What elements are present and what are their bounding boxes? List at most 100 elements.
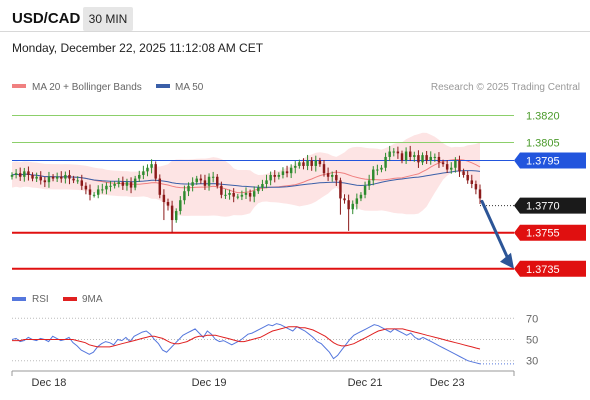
candle-body — [355, 198, 359, 204]
candle-body — [211, 176, 215, 178]
rsi-ma-swatch — [63, 297, 77, 301]
candle-body — [199, 178, 203, 181]
candle-body — [277, 174, 281, 177]
candle-body — [330, 174, 334, 177]
rsi-swatch — [12, 297, 26, 301]
candle-body — [39, 176, 42, 181]
candle-body — [133, 178, 137, 188]
candle-body — [285, 171, 289, 174]
rsi-legend-label: RSI — [32, 294, 49, 305]
rsi-tick-label: 30 — [526, 356, 538, 368]
candle-body — [228, 193, 231, 195]
candle-body — [146, 167, 149, 172]
ma50-swatch — [156, 84, 170, 88]
candle-body — [322, 164, 326, 174]
forecast-arrow-shaft — [480, 199, 510, 261]
candle-body — [388, 151, 391, 157]
candle-body — [404, 151, 408, 161]
candle-body — [306, 160, 309, 166]
candle-body — [68, 174, 71, 179]
candle-body — [191, 182, 194, 186]
candle-body — [195, 178, 198, 183]
candle-body — [343, 198, 346, 201]
candle-body — [408, 151, 412, 157]
candle-body — [101, 189, 104, 191]
candle-body — [314, 160, 318, 166]
candle-body — [224, 194, 227, 196]
price-tag — [514, 152, 586, 169]
candle-body — [347, 200, 350, 210]
candle-body — [121, 182, 125, 186]
timeframe-button[interactable]: 30 MIN — [83, 7, 133, 31]
candle-body — [105, 185, 108, 190]
candle-body — [261, 183, 264, 188]
candle-body — [335, 174, 338, 181]
rsi-line — [11, 323, 481, 365]
candle-body — [14, 173, 18, 175]
candle-body — [129, 182, 133, 188]
candle-body — [96, 189, 100, 195]
candle-body — [454, 160, 457, 168]
rsi-tick-label: 70 — [526, 313, 538, 325]
candle-body — [183, 191, 186, 201]
candle-body — [421, 155, 424, 163]
candle-body — [425, 155, 428, 161]
candle-body — [125, 182, 129, 186]
candle-body — [359, 194, 363, 199]
timestamp: Monday, December 22, 2025 11:12:08 AM CE… — [12, 41, 264, 55]
candle-body — [380, 167, 383, 170]
candle-body — [170, 205, 174, 221]
header-divider — [0, 31, 590, 32]
price-tag — [514, 260, 586, 277]
candle-body — [429, 156, 432, 161]
ma50-legend-label: MA 50 — [175, 82, 204, 93]
candle-body — [326, 173, 330, 177]
candle-body — [363, 185, 367, 195]
candle-body — [273, 174, 276, 177]
candle-body — [400, 153, 404, 161]
price-tag-label: 1.3735 — [526, 264, 560, 276]
forecast-arrow-head — [500, 252, 514, 269]
candle-body — [478, 189, 482, 199]
candle-body — [76, 180, 79, 182]
rsi-ma-line — [12, 326, 481, 350]
candle-body — [458, 160, 461, 172]
candle-body — [244, 193, 248, 195]
candle-body — [207, 176, 211, 186]
candle-body — [445, 164, 449, 170]
candle-body — [88, 189, 92, 195]
candle-body — [174, 211, 178, 221]
candle-body — [257, 187, 260, 192]
candle-body — [367, 180, 371, 186]
candle-body — [269, 174, 272, 181]
candle-body — [80, 180, 84, 186]
rsi-ma-legend-label: 9MA — [82, 294, 103, 305]
candle-body — [236, 196, 240, 198]
candle-body — [462, 171, 465, 175]
candle-body — [47, 176, 51, 183]
candle-body — [179, 200, 182, 212]
candle-body — [138, 174, 141, 179]
price-tag — [514, 197, 586, 214]
candle-body — [18, 173, 22, 177]
rsi-legend: RSI 9MA — [12, 294, 103, 305]
candle-body — [84, 185, 88, 190]
candle-body — [384, 156, 387, 168]
candle-body — [248, 193, 252, 197]
candle-body — [240, 194, 244, 197]
chart-legend: MA 20 + Bollinger Bands MA 50 Research ©… — [12, 82, 580, 93]
x-tick-label: Dec 18 — [32, 377, 67, 389]
candle-body — [281, 171, 285, 175]
candle-body — [10, 174, 14, 177]
candle-body — [142, 171, 145, 175]
candle-body — [203, 180, 207, 186]
candle-body — [51, 176, 55, 179]
candle-body — [31, 174, 34, 179]
resistance-label: 1.3805 — [526, 138, 560, 150]
candle-body — [158, 178, 162, 195]
candle-body — [437, 156, 441, 163]
candle-body — [318, 160, 322, 165]
candle-body — [216, 176, 219, 186]
candle-body — [162, 194, 166, 203]
